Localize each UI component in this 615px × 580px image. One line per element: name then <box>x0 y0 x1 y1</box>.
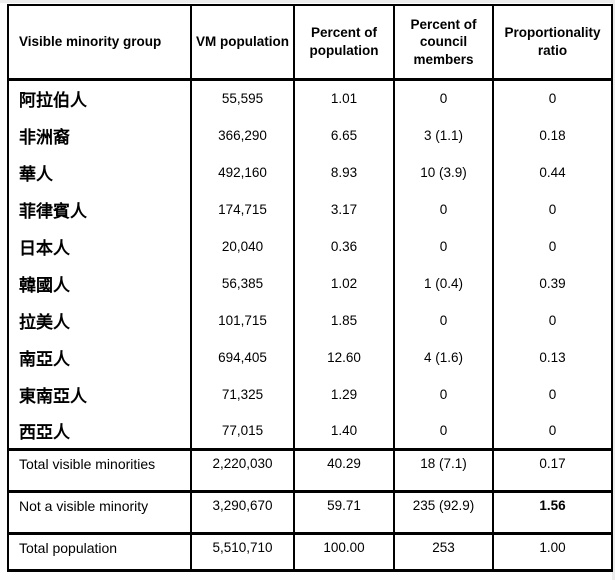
group-name-cell: 非洲裔 <box>7 116 192 154</box>
table-row: 南亞人 694,405 12.60 4 (1.6) 0.13 <box>7 338 613 376</box>
group-name-cell: 阿拉伯人 <box>7 79 192 117</box>
table-row: 東南亞人 71,325 1.29 0 0 <box>7 375 613 413</box>
total-row: Total visible minorities 2,220,030 40.29 18… <box>7 448 613 492</box>
col-header-vm-population: VM population <box>190 4 295 81</box>
percent-council-cell: 0 <box>393 79 494 117</box>
proportionality-ratio-cell: 0.13 <box>492 338 613 376</box>
proportionality-ratio-cell: 0 <box>492 301 613 339</box>
percent-council-cell: 4 (1.6) <box>393 338 494 376</box>
group-rows: 阿拉伯人 55,595 1.01 0 0 非洲裔 366,290 6.65 3 (1.1) 0.1… <box>7 79 613 450</box>
table-row: 西亞人 77,015 1.40 0 0 <box>7 412 613 450</box>
vm-population-cell: 101,715 <box>190 301 295 339</box>
percent-population-cell: 1.02 <box>293 264 395 302</box>
proportionality-ratio-cell: 0.18 <box>492 116 613 154</box>
percent-council-cell: 235 (92.9) <box>393 490 494 534</box>
percent-council-cell: 1 (0.4) <box>393 264 494 302</box>
percent-council-cell: 0 <box>393 227 494 265</box>
percent-population-cell: 6.65 <box>293 116 395 154</box>
vm-population-cell: 174,715 <box>190 190 295 228</box>
vm-population-cell: 20,040 <box>190 227 295 265</box>
col-header-percent-council-members: Percent of council members <box>393 4 494 81</box>
percent-council-cell: 0 <box>393 190 494 228</box>
percent-population-cell: 12.60 <box>293 338 395 376</box>
group-name-cell: 韓國人 <box>7 264 192 302</box>
page-edge-right <box>612 0 615 580</box>
table-row: 拉美人 101,715 1.85 0 0 <box>7 301 613 339</box>
group-name-cell: 華人 <box>7 153 192 191</box>
percent-council-cell: 253 <box>393 532 494 572</box>
percent-population-cell: 1.01 <box>293 79 395 117</box>
total-row: Not a visible minority 3,290,670 59.71 235 … <box>7 490 613 534</box>
vm-population-cell: 55,595 <box>190 79 295 117</box>
vm-population-cell: 366,290 <box>190 116 295 154</box>
total-rows: Total visible minorities 2,220,030 40.29 18… <box>7 448 613 572</box>
proportionality-ratio-cell: 0.39 <box>492 264 613 302</box>
table-row: 華人 492,160 8.93 10 (3.9) 0.44 <box>7 153 613 191</box>
proportionality-ratio-cell: 0.17 <box>492 448 613 492</box>
vm-population-cell: 2,220,030 <box>190 448 295 492</box>
proportionality-ratio-cell: 0.44 <box>492 153 613 191</box>
vm-population-cell: 56,385 <box>190 264 295 302</box>
total-label-cell: Not a visible minority <box>7 490 192 534</box>
page-edge-top <box>0 0 615 3</box>
total-label-cell: Total population <box>7 532 192 572</box>
percent-council-cell: 10 (3.9) <box>393 153 494 191</box>
percent-council-cell: 3 (1.1) <box>393 116 494 154</box>
proportionality-ratio-cell: 0 <box>492 375 613 413</box>
table-row: 阿拉伯人 55,595 1.01 0 0 <box>7 79 613 117</box>
proportionality-ratio-cell: 0 <box>492 79 613 117</box>
table-row: 非洲裔 366,290 6.65 3 (1.1) 0.18 <box>7 116 613 154</box>
col-header-proportionality-ratio: Proportionality ratio <box>492 4 613 81</box>
percent-population-cell: 3.17 <box>293 190 395 228</box>
proportionality-ratio-cell: 0 <box>492 227 613 265</box>
total-row: Total population 5,510,710 100.00 253 1.00 <box>7 532 613 572</box>
percent-population-cell: 59.71 <box>293 490 395 534</box>
group-name-cell: 南亞人 <box>7 338 192 376</box>
total-label-cell: Total visible minorities <box>7 448 192 492</box>
group-name-cell: 東南亞人 <box>7 375 192 413</box>
vm-population-cell: 694,405 <box>190 338 295 376</box>
proportionality-ratio-cell: 1.00 <box>492 532 613 572</box>
group-name-cell: 菲律賓人 <box>7 190 192 228</box>
percent-population-cell: 40.29 <box>293 448 395 492</box>
percent-council-cell: 0 <box>393 375 494 413</box>
proportionality-ratio-cell: 0 <box>492 412 613 450</box>
vm-population-cell: 77,015 <box>190 412 295 450</box>
percent-council-cell: 18 (7.1) <box>393 448 494 492</box>
table-row: 菲律賓人 174,715 3.17 0 0 <box>7 190 613 228</box>
group-name-cell: 西亞人 <box>7 412 192 450</box>
group-name-cell: 日本人 <box>7 227 192 265</box>
percent-council-cell: 0 <box>393 412 494 450</box>
table-row: 韓國人 56,385 1.02 1 (0.4) 0.39 <box>7 264 613 302</box>
percent-population-cell: 100.00 <box>293 532 395 572</box>
vm-population-cell: 3,290,670 <box>190 490 295 534</box>
table-header: Visible minority group VM population Per… <box>7 4 613 81</box>
vm-population-cell: 492,160 <box>190 153 295 191</box>
group-name-cell: 拉美人 <box>7 301 192 339</box>
header-row: Visible minority group VM population Per… <box>7 4 613 81</box>
percent-population-cell: 0.36 <box>293 227 395 265</box>
percent-council-cell: 0 <box>393 301 494 339</box>
col-header-group: Visible minority group <box>7 4 192 81</box>
vm-population-cell: 5,510,710 <box>190 532 295 572</box>
col-header-percent-population: Percent of population <box>293 4 395 81</box>
percent-population-cell: 1.40 <box>293 412 395 450</box>
proportionality-ratio-cell: 1.56 <box>492 490 613 534</box>
percent-population-cell: 1.85 <box>293 301 395 339</box>
percent-population-cell: 1.29 <box>293 375 395 413</box>
minority-representation-table: Visible minority group VM population Per… <box>7 4 613 572</box>
percent-population-cell: 8.93 <box>293 153 395 191</box>
table-row: 日本人 20,040 0.36 0 0 <box>7 227 613 265</box>
proportionality-ratio-cell: 0 <box>492 190 613 228</box>
minority-table-frame: Visible minority group VM population Per… <box>7 4 613 572</box>
vm-population-cell: 71,325 <box>190 375 295 413</box>
